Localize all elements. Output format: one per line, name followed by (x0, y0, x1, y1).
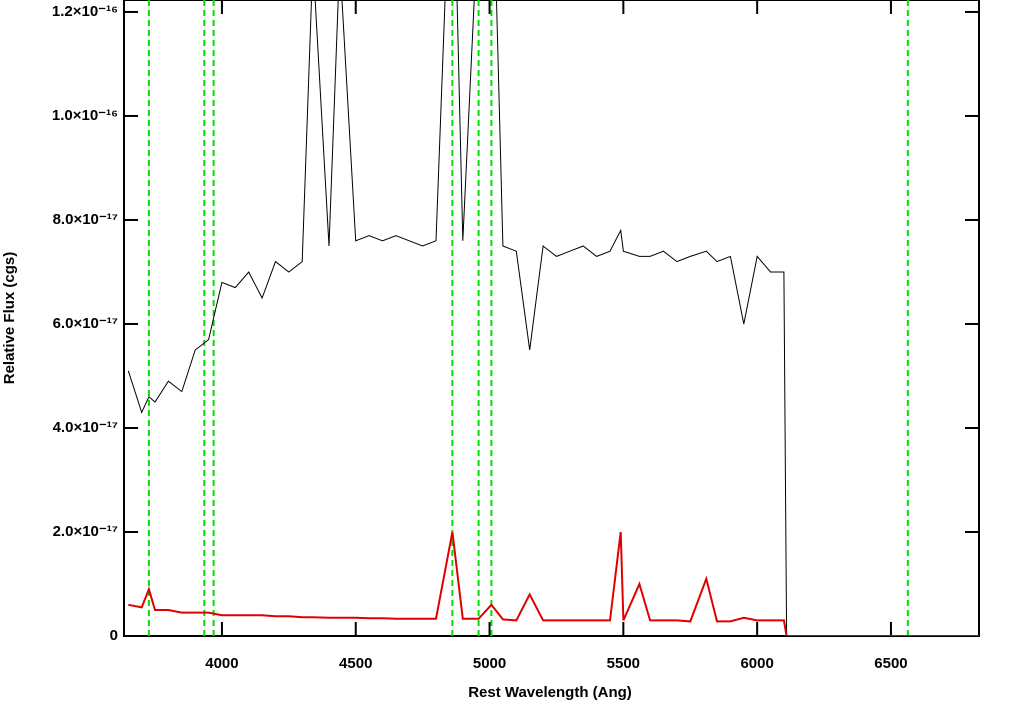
x-tick-label: 5000 (473, 655, 506, 672)
spectrum-line (128, 531, 979, 636)
x-tick-label: 6500 (874, 655, 907, 672)
spectrum-line (127, 0, 979, 636)
y-tick-label: 0 (110, 627, 118, 644)
x-tick-label: 6000 (740, 655, 773, 672)
y-axis-label: Relative Flux (cgs) (1, 252, 18, 385)
y-tick-label: 1.0×10⁻¹⁶ (52, 107, 118, 124)
y-tick-label: 4.0×10⁻¹⁷ (53, 419, 118, 436)
y-tick-label: 2.0×10⁻¹⁷ (53, 523, 118, 540)
y-tick-label: 8.0×10⁻¹⁷ (53, 211, 118, 228)
x-axis-label: Rest Wavelength (Ang) (468, 684, 632, 701)
y-tick-label: 6.0×10⁻¹⁷ (53, 315, 118, 332)
y-tick-label: 1.2×10⁻¹⁶ (52, 3, 118, 20)
x-tick-label: 4000 (205, 655, 238, 672)
x-tick-label: 5500 (607, 655, 640, 672)
plot-frame (123, 0, 980, 637)
x-tick-label: 4500 (339, 655, 372, 672)
